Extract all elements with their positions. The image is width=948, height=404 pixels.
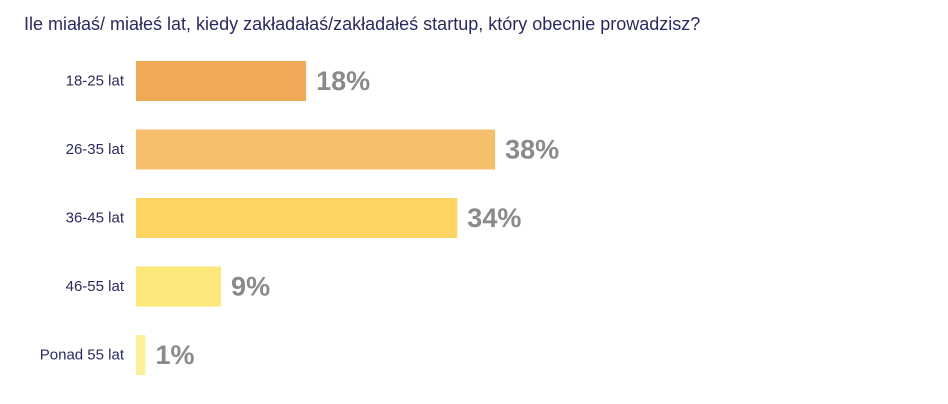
bar (136, 61, 307, 101)
value-label: 38% (505, 135, 559, 165)
value-label: 9% (231, 272, 270, 302)
category-label: 36-45 lat (66, 210, 125, 227)
value-label: 18% (316, 66, 370, 96)
bar (136, 335, 146, 375)
value-label: 34% (467, 203, 521, 233)
chart-title: Ile miałaś/ miałeś lat, kiedy zakładałaś… (24, 14, 701, 34)
bar (136, 198, 458, 238)
bar (136, 129, 496, 170)
category-label: 46-55 lat (66, 278, 125, 295)
category-label: 18-25 lat (66, 73, 125, 90)
bar (136, 266, 222, 307)
category-label: 26-35 lat (66, 141, 125, 158)
category-label: Ponad 55 lat (40, 347, 125, 364)
value-label: 1% (155, 340, 194, 370)
